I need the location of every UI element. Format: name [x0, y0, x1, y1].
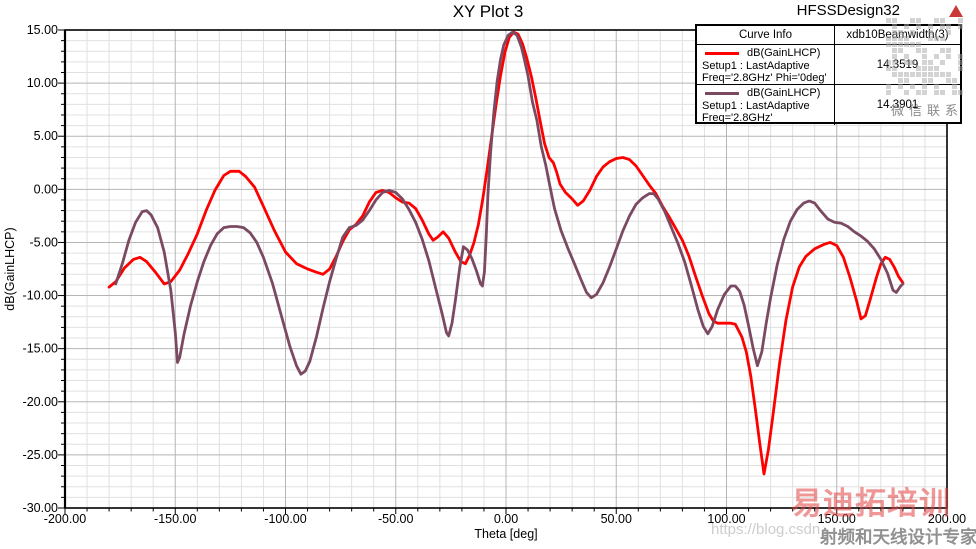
svg-text:-50.00: -50.00 — [378, 512, 413, 526]
svg-text:-30.00: -30.00 — [23, 501, 58, 515]
ansoft-logo-icon — [949, 5, 963, 17]
svg-text:-20.00: -20.00 — [23, 395, 58, 409]
wechat-watermark-text: 微信联系 — [891, 103, 964, 118]
legend-curve-name: dB(GainLHCP) — [747, 47, 821, 59]
legend-header-curve-info: Curve Info — [697, 26, 834, 45]
svg-text:-100.00: -100.00 — [264, 512, 306, 526]
svg-text:200.00: 200.00 — [928, 512, 966, 526]
brand-watermark-red: 易迪拓培训 — [791, 486, 951, 521]
svg-text:50.00: 50.00 — [601, 512, 632, 526]
legend-curve-name: dB(GainLHCP) — [747, 87, 821, 99]
svg-text:100.00: 100.00 — [707, 512, 745, 526]
curve-swatch-red — [705, 52, 739, 55]
svg-text:15.00: 15.00 — [27, 23, 58, 37]
svg-text:0.00: 0.00 — [494, 512, 518, 526]
svg-text:-200.00: -200.00 — [44, 512, 86, 526]
svg-text:5.00: 5.00 — [34, 129, 58, 143]
design-label: HFSSDesign32 — [796, 2, 900, 19]
svg-text:10.00: 10.00 — [27, 76, 58, 90]
svg-text:150.00: 150.00 — [818, 512, 856, 526]
svg-text:-5.00: -5.00 — [30, 235, 59, 249]
svg-text:-15.00: -15.00 — [23, 342, 58, 356]
legend-freq-line: Freq='2.8GHz' Phi='0deg' — [702, 72, 827, 85]
svg-text:-10.00: -10.00 — [23, 289, 58, 303]
svg-text:dB(GainLHCP): dB(GainLHCP) — [3, 227, 17, 310]
legend-freq-line: Freq='2.8GHz' Phi='90deg' — [702, 112, 773, 125]
brand-watermark-gray: 射频和天线设计专家 — [820, 527, 976, 547]
svg-text:Theta [deg]: Theta [deg] — [474, 527, 537, 541]
legend-beamwidth-value: 14.3901 — [834, 85, 960, 125]
page-title: XY Plot 3 — [452, 2, 524, 21]
legend-row-phi90[interactable]: dB(GainLHCP) Setup1 : LastAdaptive Freq=… — [697, 85, 834, 125]
svg-text:0.00: 0.00 — [34, 182, 58, 196]
svg-text:-150.00: -150.00 — [154, 512, 196, 526]
legend-setup-line: Setup1 : LastAdaptive — [702, 99, 810, 112]
legend-setup-line: Setup1 : LastAdaptive — [702, 59, 810, 72]
curve-swatch-purple — [705, 92, 739, 95]
url-watermark: https://blog.csdn — [711, 521, 821, 538]
legend-row-phi0[interactable]: dB(GainLHCP) Setup1 : LastAdaptive Freq=… — [697, 45, 834, 85]
svg-text:-25.00: -25.00 — [23, 448, 58, 462]
qr-code-watermark — [886, 18, 963, 95]
